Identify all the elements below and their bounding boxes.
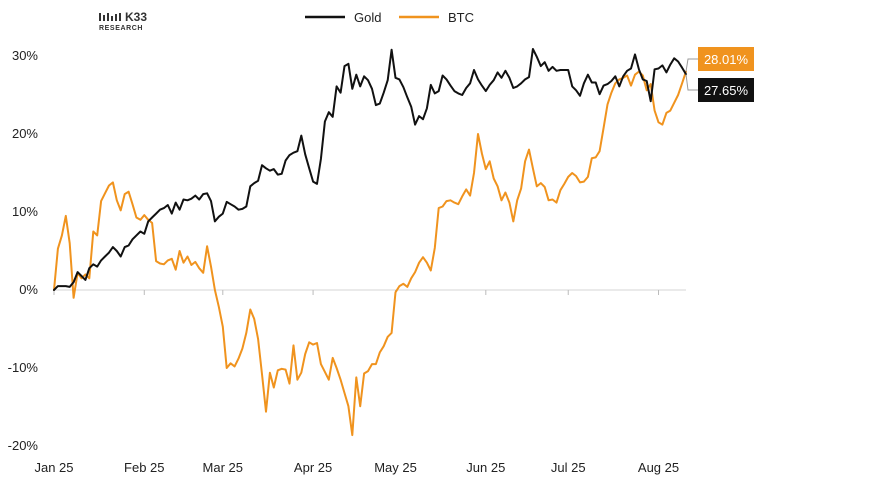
- y-tick-label: 0%: [19, 282, 38, 297]
- y-tick-label: -20%: [8, 438, 39, 453]
- x-tick-label: Mar 25: [203, 460, 243, 475]
- k33-research-logo: K33 RESEARCH: [99, 10, 147, 32]
- end-label-value-gold: 27.65%: [704, 83, 749, 98]
- x-tick-label: Jan 25: [34, 460, 73, 475]
- logo-name: K33: [125, 10, 147, 24]
- legend: Gold BTC: [305, 10, 474, 25]
- logo-subtitle: RESEARCH: [99, 25, 143, 32]
- series-line-btc: [54, 72, 686, 436]
- series-line-gold: [54, 49, 686, 290]
- x-tick-label: Jul 25: [551, 460, 586, 475]
- y-tick-label: 20%: [12, 126, 38, 141]
- plot-area: [54, 49, 686, 435]
- axes: -20% -10% 0% 10% 20% 30% Jan 25 Feb 25 Mar 25 Apr…: [8, 48, 686, 475]
- legend-label-gold: Gold: [354, 10, 381, 25]
- end-label-leader: [686, 59, 698, 72]
- x-tick-label: Jun 25: [466, 460, 505, 475]
- end-label-leader: [686, 74, 698, 90]
- logo-mark-icon: [99, 13, 121, 21]
- x-tick-label: Apr 25: [294, 460, 332, 475]
- y-tick-label: 30%: [12, 48, 38, 63]
- y-tick-label: -10%: [8, 360, 39, 375]
- end-labels: 28.01% 27.65%: [686, 47, 754, 102]
- x-tick-label: Feb 25: [124, 460, 164, 475]
- end-label-value-btc: 28.01%: [704, 52, 749, 67]
- x-tick-label: Aug 25: [638, 460, 679, 475]
- y-tick-label: 10%: [12, 204, 38, 219]
- x-tick-label: May 25: [374, 460, 417, 475]
- legend-label-btc: BTC: [448, 10, 474, 25]
